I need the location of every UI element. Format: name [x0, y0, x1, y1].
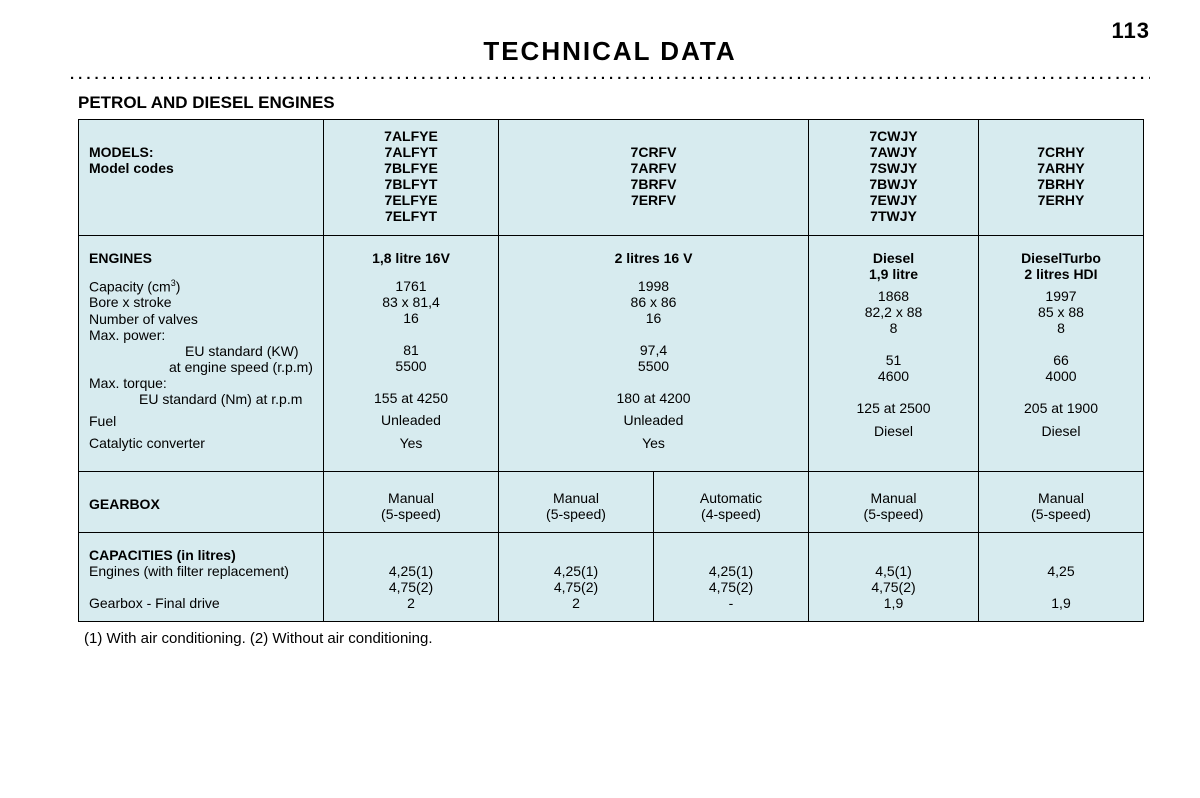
engines-label-cell: ENGINES Capacity (cm3) Bore x stroke Num… [79, 235, 324, 471]
table-row-models: MODELS: Model codes 7ALFYE 7ALFYT 7BLFYE… [79, 120, 1144, 236]
torque-line-label: EU standard (Nm) at r.p.m [89, 391, 313, 407]
models-label-2: Model codes [89, 160, 313, 176]
gearbox-col1: Manual (5-speed) [324, 471, 499, 532]
fuel-label: Fuel [89, 413, 313, 429]
rpm-label: at engine speed (r.p.m) [89, 359, 313, 375]
page-title: TECHNICAL DATA [70, 36, 1150, 67]
page-number: 113 [1112, 18, 1151, 44]
capacity-label: Capacity (cm3) [89, 278, 313, 295]
engines-col3: Diesel 1,9 litre 1868 82,2 x 88 8 51 460… [809, 235, 979, 471]
maxpower-label: Max. power: [89, 327, 313, 343]
valves-label: Number of valves [89, 311, 313, 327]
table-row-capacities: CAPACITIES (in litres) Engines (with fil… [79, 532, 1144, 621]
engines-col4: DieselTurbo 2 litres HDI 1997 85 x 88 8 … [979, 235, 1144, 471]
capacities-col3: 4,5(1) 4,75(2) 1,9 [809, 532, 979, 621]
models-col1: 7ALFYE 7ALFYT 7BLFYE 7BLFYT 7ELFYE 7ELFY… [324, 120, 499, 236]
gearbox-col4: Manual (5-speed) [979, 471, 1144, 532]
engines-heading: ENGINES [89, 250, 313, 266]
footnote: (1) With air conditioning. (2) Without a… [84, 630, 1150, 647]
table-row-engines: ENGINES Capacity (cm3) Bore x stroke Num… [79, 235, 1144, 471]
gearbox-col3: Manual (5-speed) [809, 471, 979, 532]
cat-label: Catalytic converter [89, 435, 313, 451]
capacities-col2b: 4,25(1) 4,75(2) - [654, 532, 809, 621]
dotted-rule: ........................................… [70, 71, 1150, 79]
capacities-col4: 4,25 1,9 [979, 532, 1144, 621]
models-col3: 7CWJY 7AWJY 7SWJY 7BWJY 7EWJY 7TWJY [809, 120, 979, 236]
engines-col2: 2 litres 16 V 1998 86 x 86 16 97,4 5500 … [499, 235, 809, 471]
maxtorque-label: Max. torque: [89, 375, 313, 391]
capacities-label-cell: CAPACITIES (in litres) Engines (with fil… [79, 532, 324, 621]
capacities-col1: 4,25(1) 4,75(2) 2 [324, 532, 499, 621]
engines-col1: 1,8 litre 16V 1761 83 x 81,4 16 81 5500 … [324, 235, 499, 471]
models-label-1: MODELS: [89, 144, 313, 160]
models-label-cell: MODELS: Model codes [79, 120, 324, 236]
section-subtitle: PETROL AND DIESEL ENGINES [78, 93, 1150, 113]
technical-data-table: MODELS: Model codes 7ALFYE 7ALFYT 7BLFYE… [78, 119, 1144, 622]
eu-kw-label: EU standard (KW) [89, 343, 313, 359]
bore-label: Bore x stroke [89, 294, 313, 310]
gearbox-col2b: Automatic (4-speed) [654, 471, 809, 532]
capacities-col2a: 4,25(1) 4,75(2) 2 [499, 532, 654, 621]
models-col4: 7CRHY 7ARHY 7BRHY 7ERHY [979, 120, 1144, 236]
gearbox-col2a: Manual (5-speed) [499, 471, 654, 532]
gearbox-label-cell: GEARBOX [79, 471, 324, 532]
models-col2: 7CRFV 7ARFV 7BRFV 7ERFV [499, 120, 809, 236]
table-row-gearbox: GEARBOX Manual (5-speed) Manual (5-speed… [79, 471, 1144, 532]
